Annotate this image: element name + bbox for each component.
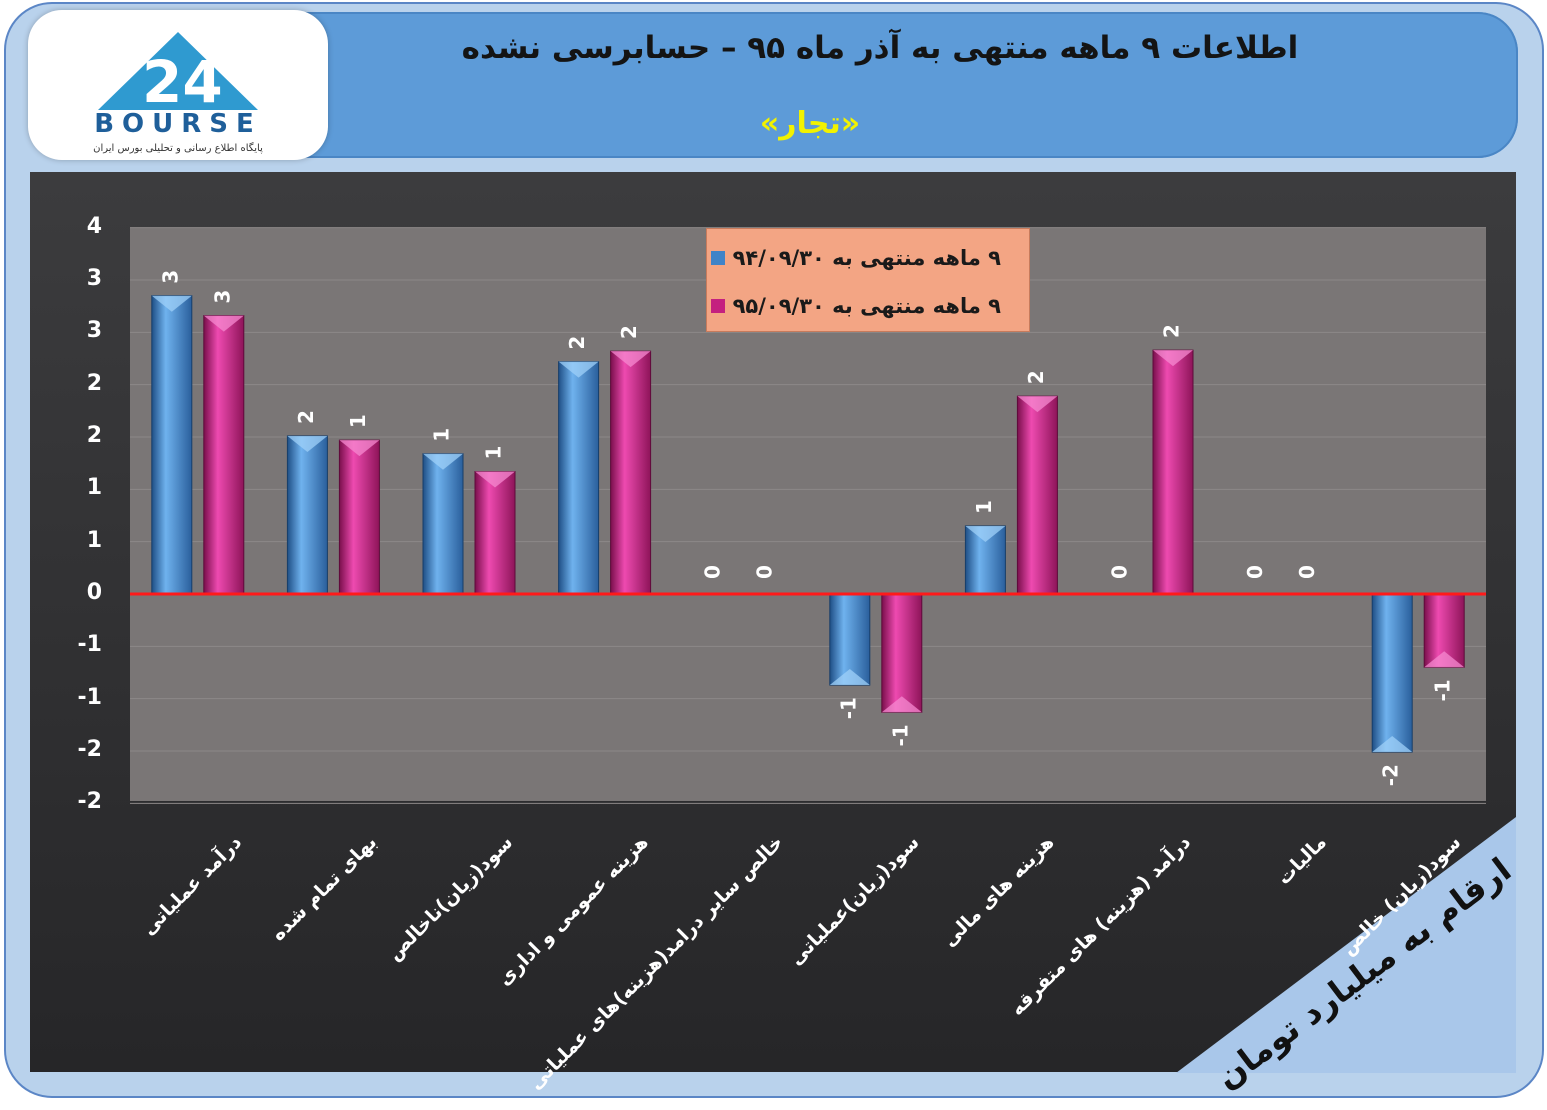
bar-series-2: [881, 593, 923, 713]
bar-series-1: [286, 435, 328, 595]
bar-series-2: [203, 315, 245, 595]
data-label: 0: [701, 565, 725, 579]
logo-wordmark: BOURSE: [94, 109, 262, 139]
corner-note-band: [1176, 817, 1516, 1073]
legend-label-2: ۹ ماهه منتهی به ۹۵/۰۹/۳۰: [732, 294, 1001, 318]
legend-swatch-1: [710, 251, 725, 265]
bar-cap: [881, 696, 922, 713]
y-tick-label: 2: [86, 423, 102, 448]
bar-cap: [1424, 651, 1465, 668]
bourse-24-logo-icon: 24 BOURSE پایگاه اطلاع رسانی و تحلیلی بو…: [93, 32, 263, 154]
bar-cap: [558, 361, 599, 378]
bar-cap: [287, 435, 328, 452]
y-tick-label: -2: [77, 737, 102, 762]
data-label: 0: [1243, 565, 1267, 579]
bar-cap: [829, 669, 870, 686]
data-label: 1: [972, 500, 996, 514]
y-tick-label: 4: [86, 213, 102, 239]
page-title: اطلاعات ۹ ماهه منتهی به آذر ماه ۹۵ – حسا…: [461, 30, 1299, 66]
data-label: -1: [1431, 679, 1455, 701]
bar-series-1: [422, 453, 464, 595]
bar-series-2: [474, 471, 516, 595]
logo-tagline: پایگاه اطلاع رسانی و تحلیلی بورس ایران: [93, 142, 263, 154]
legend-swatch-2: [710, 299, 725, 313]
y-tick-label: 2: [86, 370, 102, 396]
y-tick-label: 1: [86, 527, 102, 553]
data-label: 2: [565, 336, 589, 350]
company-name: «تجار»: [759, 106, 861, 141]
bar-series-1: [151, 295, 193, 595]
data-label: 1: [482, 446, 506, 460]
data-label: -1: [888, 724, 912, 746]
legend-item-1: ۹ ماهه منتهی به ۹۴/۰۹/۳۰: [710, 243, 1001, 273]
bar-series-2: [1016, 395, 1058, 595]
y-tick-label: 3: [86, 318, 102, 344]
bar-cap: [1372, 736, 1413, 753]
data-label: 3: [210, 290, 234, 304]
y-tick-label: 1: [86, 475, 102, 501]
bar-series-2: [338, 439, 380, 595]
bar-series-1: [1371, 593, 1413, 753]
bar-series-2: [610, 350, 652, 595]
data-label: -1: [836, 697, 860, 719]
y-tick-label: 0: [86, 580, 102, 605]
legend-item-2: ۹ ماهه منتهی به ۹۵/۰۹/۳۰: [710, 291, 1001, 321]
y-tick-label: -2: [77, 789, 102, 815]
logo-number: 24: [142, 48, 223, 116]
data-label: 1: [346, 414, 370, 428]
legend: ۹ ماهه منتهی به ۹۴/۰۹/۳۰ ۹ ماهه منتهی به…: [706, 228, 1030, 332]
data-label: 2: [294, 410, 318, 424]
data-label: -2: [1379, 764, 1403, 786]
bar-cap: [423, 453, 463, 470]
bar-cap: [1153, 350, 1193, 367]
bar-cap: [203, 315, 244, 332]
y-tick-label: -1: [77, 632, 102, 658]
data-label: 0: [753, 565, 777, 579]
data-label: 0: [1295, 565, 1319, 579]
logo-triangle: [98, 32, 258, 110]
data-label: 2: [617, 325, 641, 339]
data-label: 0: [1108, 565, 1132, 579]
data-label: 3: [158, 270, 182, 284]
bar-cap: [339, 440, 380, 457]
bar-cap: [1017, 396, 1058, 413]
bar-cap: [610, 351, 651, 368]
bar-cap: [965, 525, 1006, 542]
y-tick-label: -1: [77, 684, 102, 710]
logo: 24 BOURSE پایگاه اطلاع رسانی و تحلیلی بو…: [28, 10, 328, 160]
bar-cap: [475, 471, 515, 488]
y-tick-label: 3: [86, 266, 102, 291]
data-label: 1: [430, 428, 454, 442]
legend-label-1: ۹ ماهه منتهی به ۹۴/۰۹/۳۰: [732, 246, 1001, 270]
data-label: 2: [1160, 324, 1184, 338]
data-label: 2: [1024, 370, 1048, 384]
bar-cap: [151, 295, 192, 312]
bar-series-1: [558, 361, 600, 595]
bar-series-2: [1152, 349, 1194, 595]
